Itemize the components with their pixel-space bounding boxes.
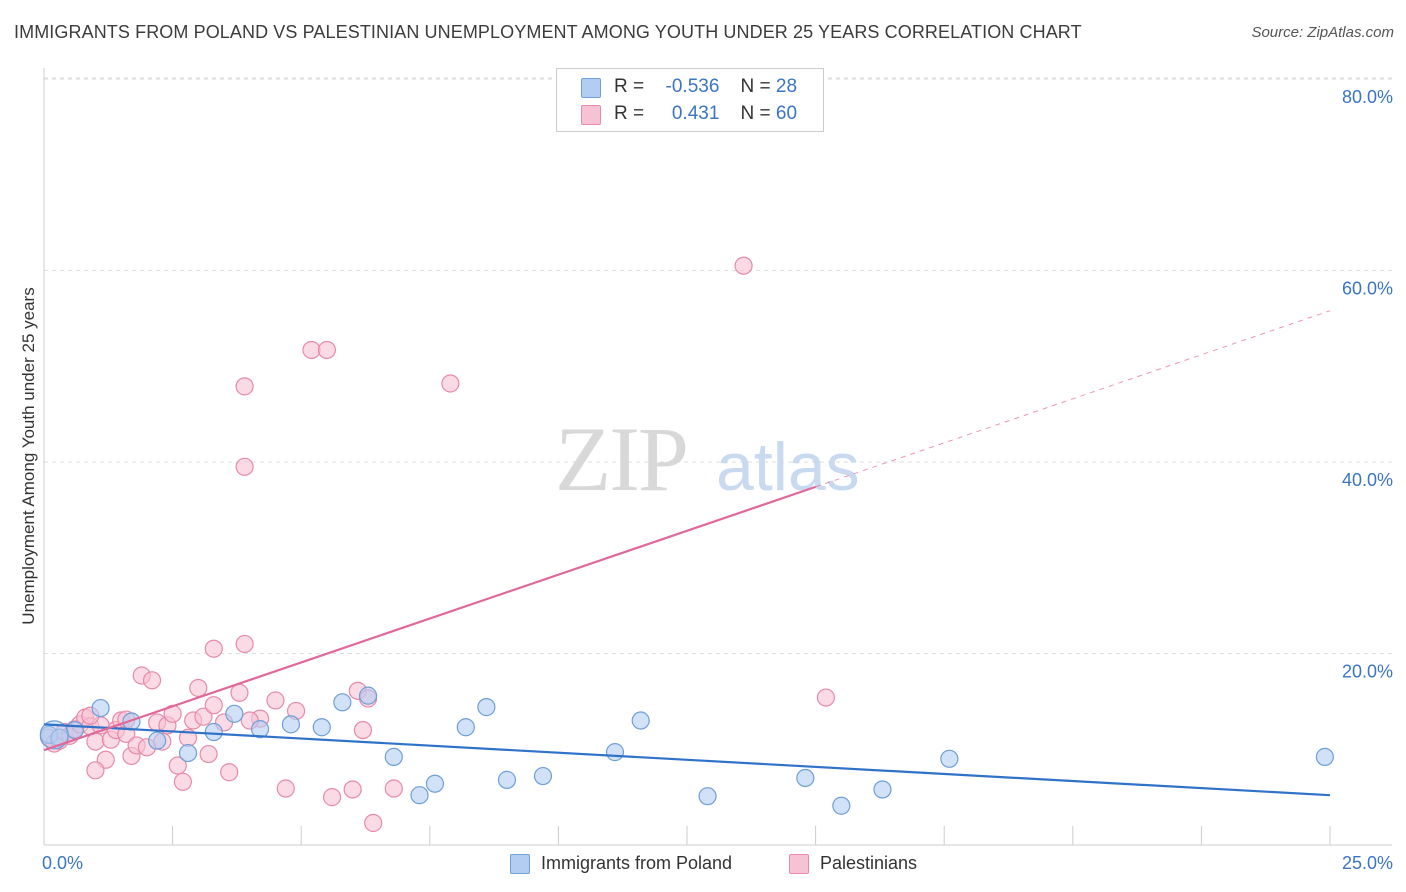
palestinians-point <box>384 779 403 798</box>
palestinians-point <box>204 639 223 658</box>
palestinians-point <box>734 256 753 275</box>
poland-point <box>410 786 429 805</box>
trend-lines <box>43 310 1331 797</box>
palestinians-point <box>235 634 254 654</box>
palestinians-point <box>364 813 383 833</box>
poland-r-value: -0.536 <box>665 76 720 97</box>
poland-point <box>312 718 331 737</box>
palestinians-point <box>199 744 218 764</box>
palestinians-point <box>168 756 187 775</box>
poland-point <box>1315 747 1334 767</box>
palestinians-point <box>266 691 285 710</box>
poland-point <box>497 770 517 789</box>
poland-point <box>533 766 553 786</box>
poland-point <box>333 693 352 712</box>
poland-point <box>832 796 851 815</box>
palestinians-point <box>322 788 342 807</box>
palestinians-trend-line <box>43 485 816 752</box>
palestinians-point <box>317 340 337 360</box>
palestinians-point <box>173 772 192 791</box>
legend-text-palestinians: R = 0.431 N = 60 <box>614 103 798 124</box>
palestinians-point <box>302 340 321 360</box>
palestinians-point <box>276 779 295 798</box>
palestinians-point <box>86 761 105 780</box>
palestinians-point <box>230 683 249 702</box>
poland-point <box>204 722 223 742</box>
poland-point <box>91 698 110 718</box>
y-tick-label: 40.0% <box>1342 470 1393 490</box>
poland-point <box>698 787 717 806</box>
y-tick-label: 20.0% <box>1342 662 1393 682</box>
poland-point <box>178 743 198 763</box>
poland-point <box>148 731 167 750</box>
legend-text-poland: R = -0.536 N = 28 <box>614 76 798 97</box>
watermark-atlas: atlas <box>716 429 860 505</box>
poland-point <box>225 704 244 723</box>
watermark: ZIP atlas <box>555 408 860 510</box>
palestinians-point <box>189 678 208 698</box>
palestinians-point <box>142 671 162 690</box>
source-label: Source: ZipAtlas.com <box>1251 24 1394 41</box>
poland-n-value: 28 <box>775 76 798 97</box>
poland-point <box>631 711 650 730</box>
palestinians-point <box>441 374 460 393</box>
palestinians-point <box>235 377 254 396</box>
poland-point <box>873 780 892 799</box>
poland-point-cluster <box>39 720 69 750</box>
poland-point <box>358 686 378 705</box>
palestinians-swatch <box>581 105 601 125</box>
palestinians-n-value: 60 <box>775 103 798 124</box>
x-tick-label-end: 25.0% <box>1342 853 1393 873</box>
palestinians-point <box>343 780 362 799</box>
bottom-poland-label: Immigrants from Poland <box>541 853 733 873</box>
palestinians-point <box>204 696 223 715</box>
poland-point <box>605 743 625 762</box>
y-axis-label: Unemployment Among Youth under 25 years <box>19 287 38 624</box>
y-tick-label: 60.0% <box>1342 279 1393 299</box>
watermark-zip: ZIP <box>555 408 687 510</box>
poland-point <box>425 774 445 793</box>
poland-point <box>384 747 403 767</box>
palestinians-r-value: 0.431 <box>671 103 720 124</box>
poland-point <box>65 720 84 740</box>
grid-lines <box>44 77 1392 654</box>
poland-point <box>281 715 301 734</box>
y-tick-label: 80.0% <box>1342 87 1393 107</box>
poland-trend-line <box>43 723 1331 797</box>
poland-swatch <box>581 78 601 98</box>
x-tick-label-start: 0.0% <box>42 853 83 873</box>
correlation-legend: R = -0.536 N = 28 R = 0.431 N = 60 <box>556 68 824 132</box>
poland-point <box>477 698 496 717</box>
poland-point <box>796 768 815 788</box>
tick-labels: 20.0% 40.0% 60.0% 80.0% 0.0% 25.0% <box>42 87 1393 873</box>
poland-point <box>250 720 270 739</box>
poland-point <box>456 718 475 737</box>
chart-title: IMMIGRANTS FROM POLAND VS PALESTINIAN UN… <box>14 22 1082 42</box>
bottom-palestinians-label: Palestinians <box>820 853 918 873</box>
palestinians-point <box>194 707 213 726</box>
bottom-poland-swatch <box>510 854 530 874</box>
poland-point <box>940 749 959 768</box>
palestinians-point <box>235 457 254 476</box>
palestinians-trend-extension <box>815 310 1331 488</box>
palestinians-point <box>353 720 373 740</box>
palestinians-point <box>220 763 239 782</box>
poland-points <box>39 686 1334 815</box>
palestinians-point <box>816 688 835 707</box>
bottom-palestinians-swatch <box>789 854 809 874</box>
axes <box>43 68 1392 846</box>
